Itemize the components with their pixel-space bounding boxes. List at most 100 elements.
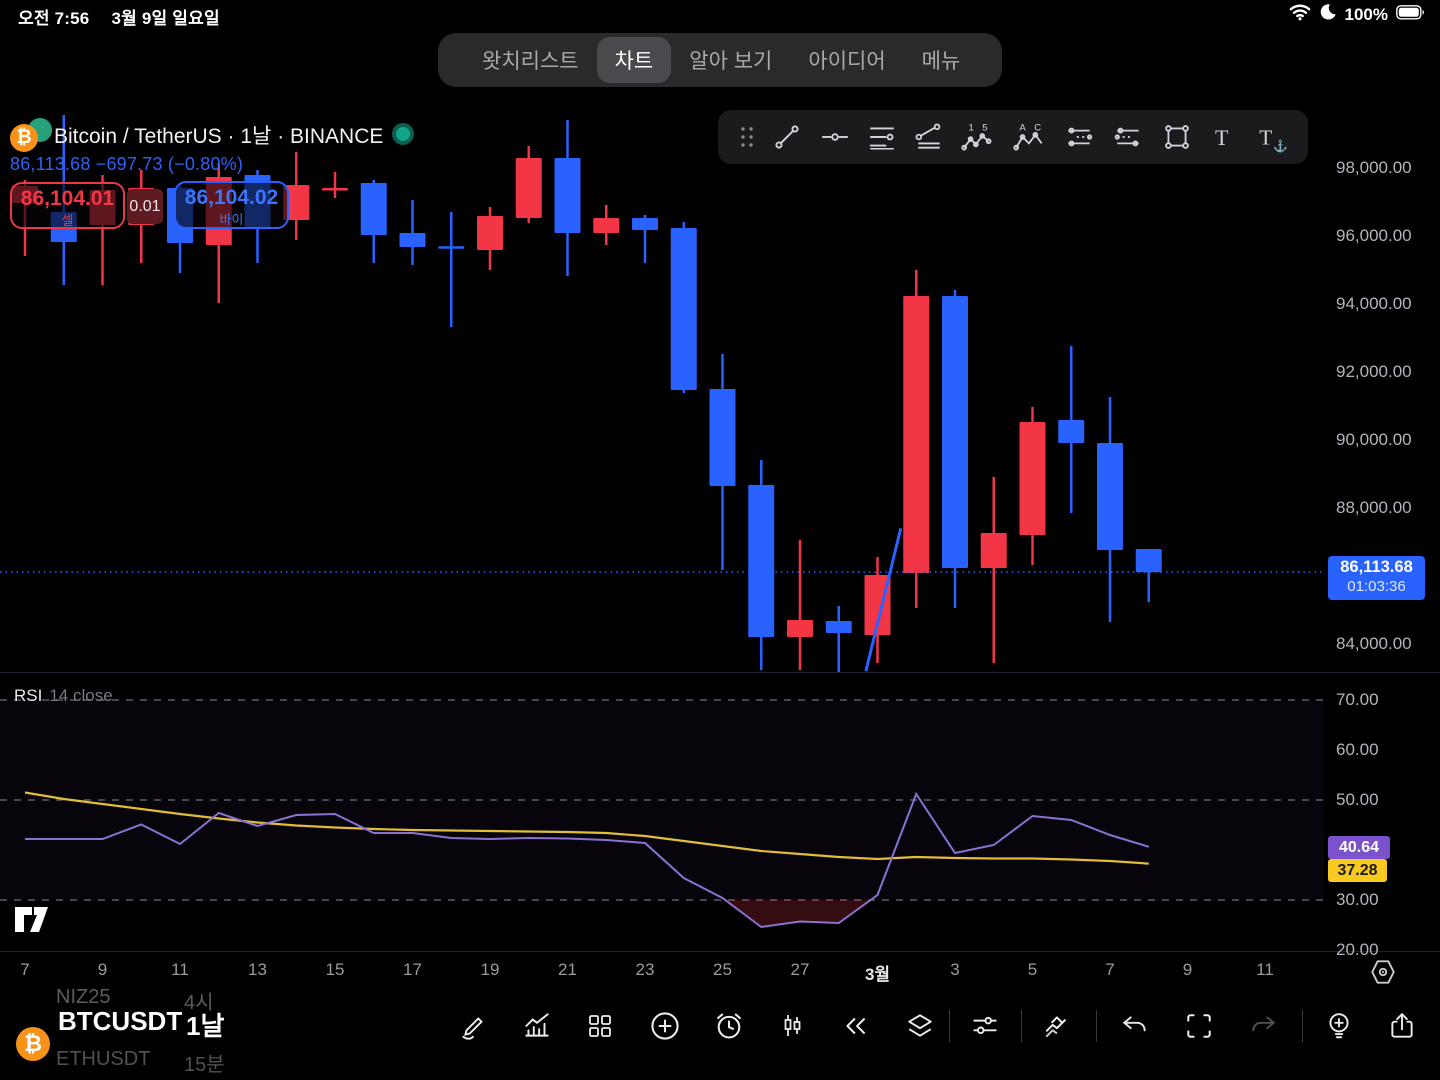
anchored-text-icon[interactable]: T ⚓ bbox=[1255, 122, 1287, 152]
undo-icon[interactable] bbox=[1116, 1007, 1154, 1045]
add-icon[interactable] bbox=[646, 1007, 684, 1045]
candle-body[interactable] bbox=[399, 233, 426, 248]
tab-ideas[interactable]: 아이디어 bbox=[808, 50, 886, 73]
candle-body[interactable] bbox=[942, 296, 968, 569]
tab-menu[interactable]: 메뉴 bbox=[921, 50, 961, 73]
pane-separator[interactable] bbox=[0, 672, 1440, 673]
buy-button[interactable]: 86,104.02 바이 bbox=[174, 181, 289, 229]
battery-percent: 100% bbox=[1344, 4, 1388, 24]
time-tick: 27 bbox=[790, 960, 810, 979]
time-tick: 7 bbox=[20, 960, 30, 979]
candle-body[interactable] bbox=[864, 575, 891, 635]
settings-sliders-icon[interactable] bbox=[966, 1007, 1004, 1045]
time-tick: 3 bbox=[950, 960, 960, 979]
price-tick: 94,000.00 bbox=[1336, 294, 1412, 313]
price-tick: 96,000.00 bbox=[1336, 226, 1412, 245]
candle-body[interactable] bbox=[322, 187, 348, 191]
market-open-dot[interactable] bbox=[392, 123, 414, 145]
sell-button[interactable]: 86,104.01 셀 bbox=[10, 182, 125, 229]
indicators-icon[interactable] bbox=[518, 1007, 556, 1045]
candle-body[interactable] bbox=[709, 389, 736, 487]
price-tick: 92,000.00 bbox=[1336, 362, 1412, 381]
pane-visibility-icon[interactable] bbox=[1364, 953, 1402, 991]
change-text: −697.73 bbox=[95, 154, 163, 174]
text-tool-icon[interactable]: T bbox=[1209, 122, 1237, 152]
time-tick: 3월 bbox=[864, 965, 891, 984]
candle-body[interactable] bbox=[632, 218, 658, 231]
bitcoin-logo-icon: ₿ bbox=[10, 124, 38, 152]
parallel-channel-icon[interactable] bbox=[914, 122, 944, 152]
draw-icon[interactable] bbox=[455, 1007, 493, 1045]
layers-icon[interactable] bbox=[901, 1007, 939, 1045]
share-icon[interactable] bbox=[1383, 1007, 1421, 1045]
tab-chart[interactable]: 차트 bbox=[596, 37, 672, 83]
current-symbol: BTCUSDT bbox=[58, 1006, 183, 1036]
candle-body[interactable] bbox=[1058, 420, 1085, 443]
redo-icon[interactable] bbox=[1244, 1007, 1282, 1045]
candle-body[interactable] bbox=[554, 158, 581, 234]
fib-retracement-icon[interactable] bbox=[867, 122, 897, 152]
long-position-icon[interactable] bbox=[1064, 122, 1096, 152]
candle-body[interactable] bbox=[787, 619, 813, 637]
candle-body[interactable] bbox=[1097, 442, 1123, 550]
bar-countdown: 01:03:36 bbox=[1347, 577, 1406, 595]
price-change-readout: 86,113.68 −697.73 (−0.80%) bbox=[10, 154, 243, 175]
candle-body[interactable] bbox=[515, 158, 542, 219]
svg-text:1: 1 bbox=[969, 123, 974, 134]
alert-icon[interactable] bbox=[710, 1007, 748, 1045]
btc-symbol-icon: ₿ bbox=[16, 1027, 50, 1061]
layouts-icon[interactable] bbox=[581, 1007, 619, 1045]
rsi-tick: 30.00 bbox=[1336, 890, 1379, 909]
candle-body[interactable] bbox=[360, 182, 387, 236]
tradingview-logo[interactable] bbox=[14, 906, 56, 943]
bar-interval-icon[interactable] bbox=[773, 1007, 811, 1045]
candle-body[interactable] bbox=[283, 185, 310, 220]
candle-body[interactable] bbox=[1019, 422, 1046, 535]
horizontal-line-icon[interactable] bbox=[820, 122, 850, 152]
toolbar-divider bbox=[1021, 1010, 1022, 1042]
candle-body[interactable] bbox=[903, 296, 930, 574]
candle-body[interactable] bbox=[825, 621, 852, 633]
user-trend-line[interactable] bbox=[864, 528, 903, 672]
time-tick: 23 bbox=[635, 960, 655, 979]
next-interval: 15분 bbox=[184, 1054, 225, 1076]
change-pct-text: (−0.80%) bbox=[167, 154, 244, 174]
rectangle-tool-icon[interactable] bbox=[1162, 122, 1192, 152]
svg-text:C: C bbox=[1034, 123, 1041, 134]
tab-watchlist[interactable]: 왓치리스트 bbox=[482, 50, 579, 73]
current-interval[interactable]: 1날 bbox=[186, 1011, 225, 1041]
short-position-icon[interactable] bbox=[1113, 122, 1145, 152]
candle-body[interactable] bbox=[477, 216, 503, 251]
strategy-icon[interactable] bbox=[1039, 1007, 1077, 1045]
candle-body[interactable] bbox=[438, 246, 465, 249]
trend-line-icon[interactable] bbox=[772, 122, 802, 152]
drag-handle-icon[interactable] bbox=[739, 124, 755, 150]
tab-explore[interactable]: 알아 보기 bbox=[689, 50, 773, 73]
chart-title[interactable]: Bitcoin / TetherUS · 1날 · BINANCE bbox=[54, 125, 384, 148]
time-tick: 9 bbox=[97, 960, 108, 979]
indicator-legend[interactable]: RSI 14 close bbox=[14, 686, 113, 706]
buy-price: 86,104.02 bbox=[184, 186, 279, 209]
indicator-params: 14 close bbox=[49, 686, 113, 705]
rsi-pane[interactable] bbox=[0, 699, 1324, 929]
candle-body[interactable] bbox=[1135, 549, 1162, 573]
candle-body[interactable] bbox=[670, 228, 697, 390]
candle-body[interactable] bbox=[593, 218, 620, 234]
price-tick: 84,000.00 bbox=[1336, 634, 1412, 653]
fullscreen-icon[interactable] bbox=[1180, 1007, 1218, 1045]
candle-body[interactable] bbox=[748, 485, 775, 637]
candle-body[interactable] bbox=[980, 532, 1007, 569]
rsi-tick: 70.00 bbox=[1336, 690, 1379, 709]
price-tick: 90,000.00 bbox=[1336, 430, 1412, 449]
toolbar-divider bbox=[949, 1010, 950, 1042]
rsi-line bbox=[25, 791, 1150, 929]
svg-text:T: T bbox=[1215, 125, 1229, 150]
replay-icon[interactable] bbox=[837, 1007, 875, 1045]
idea-lightbulb-icon[interactable] bbox=[1320, 1007, 1358, 1045]
indicator-name: RSI bbox=[14, 686, 43, 705]
time-tick: 19 bbox=[480, 960, 500, 979]
